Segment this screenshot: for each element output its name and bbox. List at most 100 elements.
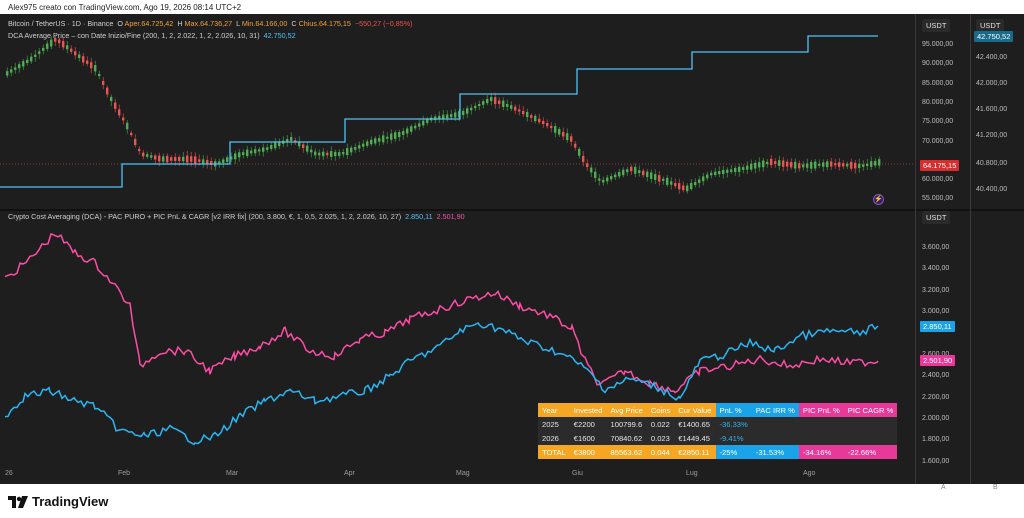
candle-body xyxy=(62,41,65,48)
candle-body xyxy=(118,109,121,116)
candle-body xyxy=(874,160,877,166)
candle-body xyxy=(670,181,673,185)
candle-body xyxy=(806,163,809,168)
currency-label-bottom[interactable]: USDT xyxy=(922,211,951,224)
candle-body xyxy=(354,147,357,150)
candle-body xyxy=(306,145,309,152)
candle-body xyxy=(694,182,697,186)
ohlc-h-label: H xyxy=(177,19,183,28)
candle-body xyxy=(142,152,145,157)
cell-coins: 0.023 xyxy=(646,431,675,445)
candle-body xyxy=(346,148,349,156)
chart-area[interactable]: Bitcoin / TetherUS · 1D · Binance O Aper… xyxy=(0,14,1024,491)
time-axis-label: Apr xyxy=(344,470,355,477)
candle-body xyxy=(842,163,845,167)
candle-body xyxy=(506,103,509,107)
candle-body xyxy=(582,155,585,163)
candle-body xyxy=(722,169,725,175)
total-pnl: -25% xyxy=(715,445,752,459)
candle-body xyxy=(510,105,513,109)
dca-indicator-title[interactable]: DCA Average Price – con Date Inizio/Fine… xyxy=(8,31,260,40)
candle-body xyxy=(402,131,405,135)
candle-body xyxy=(90,62,93,69)
candle-body xyxy=(550,125,553,129)
time-axis-label: Ago xyxy=(803,470,816,477)
candle-body xyxy=(870,161,873,167)
candle-body xyxy=(410,126,413,132)
pane-separator[interactable] xyxy=(0,209,1024,211)
total-avg-price: 85563.62 xyxy=(606,445,647,459)
symbol-name[interactable]: Bitcoin / TetherUS · 1D · Binance xyxy=(8,19,114,28)
candle-body xyxy=(662,178,665,181)
currency-label-top2[interactable]: USDT xyxy=(976,19,1005,32)
candle-body xyxy=(638,170,641,174)
price-pane[interactable] xyxy=(0,14,915,209)
cell-pic-cagr xyxy=(843,417,898,431)
candle-body xyxy=(502,100,505,107)
lightning-icon[interactable]: ⚡ xyxy=(873,194,884,205)
candle-body xyxy=(194,156,197,164)
tradingview-logo[interactable]: TradingView xyxy=(8,494,108,509)
price-axis-tick: 55.000,00 xyxy=(922,195,954,202)
ohlc-l-label: L xyxy=(236,19,240,28)
candle-body xyxy=(470,107,473,111)
indicator-axis-tick: 3.000,00 xyxy=(922,308,950,315)
th-cur-value: Cur Value xyxy=(674,403,716,417)
candle-body xyxy=(274,142,277,149)
candle-body xyxy=(750,163,753,170)
candle-body xyxy=(610,176,613,180)
candle-body xyxy=(438,115,441,120)
candle-body xyxy=(574,143,577,148)
th-year: Year xyxy=(538,403,570,417)
candle-body xyxy=(682,185,685,191)
candle-body xyxy=(226,157,229,162)
candle-body xyxy=(50,39,53,47)
candle-body xyxy=(378,138,381,142)
price-axis-tick: 60.000,00 xyxy=(922,176,954,183)
pic-value-line xyxy=(4,232,879,394)
pac-indicator-title[interactable]: Crypto Cost Averaging (DCA) - PAC PURO +… xyxy=(8,212,402,221)
candle-body xyxy=(754,162,757,169)
candle-body xyxy=(342,152,345,155)
indicator-pane[interactable] xyxy=(0,211,915,469)
candle-body xyxy=(206,160,209,165)
candle-body xyxy=(146,154,149,157)
candle-body xyxy=(338,152,341,156)
candle-body xyxy=(310,149,313,153)
candle-body xyxy=(450,114,453,118)
candle-body xyxy=(742,167,745,170)
candle-body xyxy=(634,166,637,174)
axis-letter-a[interactable]: A xyxy=(941,484,946,491)
candle-body xyxy=(434,116,437,121)
candle-body xyxy=(702,176,705,182)
total-invested: €3800 xyxy=(569,445,607,459)
candle-body xyxy=(246,149,249,157)
candle-body xyxy=(822,162,825,167)
time-axis-label: Feb xyxy=(118,470,131,477)
pac-indicator-legend[interactable]: Crypto Cost Averaging (DCA) - PAC PURO +… xyxy=(8,212,465,221)
price-legend[interactable]: Bitcoin / TetherUS · 1D · Binance O Aper… xyxy=(8,19,412,28)
cell-invested: €1600 xyxy=(569,431,607,445)
candle-body xyxy=(706,174,709,179)
candle-body xyxy=(838,162,841,167)
price-axis-tick: 80.000,00 xyxy=(922,99,954,106)
candle-body xyxy=(106,87,109,95)
candle-body xyxy=(746,165,749,170)
candle-body xyxy=(530,115,533,118)
candle-body xyxy=(254,149,257,154)
price-axis-secondary-tick: 42.000,00 xyxy=(976,80,1008,87)
candle-body xyxy=(658,175,661,182)
candle-body xyxy=(482,101,485,105)
candle-body xyxy=(78,54,81,59)
candle-body xyxy=(654,174,657,180)
dca-indicator-legend[interactable]: DCA Average Price – con Date Inizio/Fine… xyxy=(8,31,296,40)
candle-body xyxy=(250,150,253,154)
table-total-row: TOTAL €3800 85563.62 0.044 €2850.11 -25%… xyxy=(538,445,898,459)
currency-label-top[interactable]: USDT xyxy=(922,19,951,32)
total-coins: 0.044 xyxy=(646,445,675,459)
candle-body xyxy=(674,183,677,187)
total-pac-irr: -31.53% xyxy=(751,445,799,459)
candle-body xyxy=(322,151,325,157)
axis-letter-b[interactable]: B xyxy=(993,484,998,491)
